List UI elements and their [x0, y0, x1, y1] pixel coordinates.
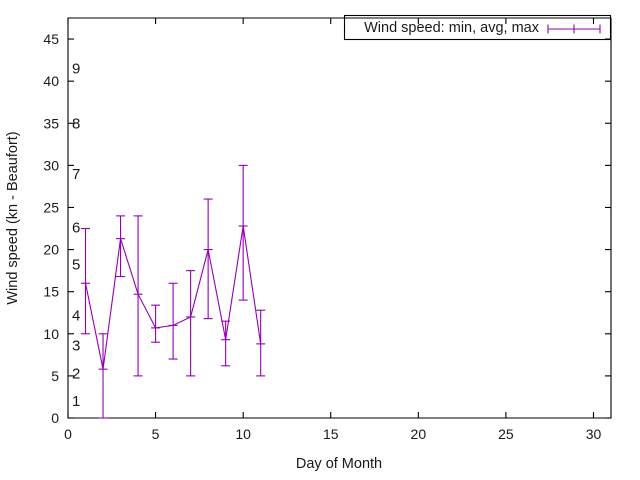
y-tick-label: 0	[51, 410, 59, 426]
x-tick-label: 20	[411, 426, 427, 442]
legend-errorbar-sample	[547, 24, 601, 34]
y-tick-label: 40	[43, 73, 59, 89]
y-tick-label: 45	[43, 31, 59, 47]
y-axis-title: Wind speed (kn - Beaufort)	[5, 131, 21, 304]
beaufort-label: 8	[72, 115, 80, 132]
beaufort-label: 6	[72, 220, 80, 237]
beaufort-label: 3	[72, 338, 80, 355]
x-tick-label: 25	[498, 426, 514, 442]
x-tick-label: 0	[64, 426, 72, 442]
legend-border	[343, 14, 612, 41]
y-tick-label: 30	[43, 157, 59, 173]
data-series-layer	[81, 164, 266, 419]
legend: Wind speed: min, avg, max	[343, 14, 612, 41]
x-tick-label: 5	[152, 426, 160, 442]
y-tick-label: 20	[43, 242, 59, 258]
legend-entry-label: Wind speed: min, avg, max	[364, 20, 540, 36]
x-axis-ticks: 0 5 10 15 20 25 30	[64, 18, 601, 442]
error-bar	[186, 270, 196, 377]
x-tick-label: 15	[323, 426, 339, 442]
y-tick-label: 35	[43, 115, 59, 131]
beaufort-label: 7	[72, 166, 80, 183]
y-tick-label: 25	[43, 199, 59, 215]
beaufort-label: 1	[72, 393, 80, 410]
beaufort-scale-labels: 1 2 3 4 5 6 7 8 9	[72, 61, 80, 411]
x-axis-title: Day of Month	[296, 456, 382, 472]
y-tick-label: 15	[43, 284, 59, 300]
average-line	[84, 225, 262, 370]
y-tick-label: 10	[43, 326, 59, 342]
beaufort-label: 5	[72, 257, 80, 274]
x-tick-label: 10	[235, 426, 251, 442]
beaufort-label: 2	[72, 365, 80, 382]
y-tick-label: 5	[51, 368, 59, 384]
x-tick-label: 30	[586, 426, 602, 442]
error-bar	[203, 198, 213, 320]
beaufort-label: 9	[72, 61, 80, 78]
beaufort-label: 4	[72, 307, 80, 324]
